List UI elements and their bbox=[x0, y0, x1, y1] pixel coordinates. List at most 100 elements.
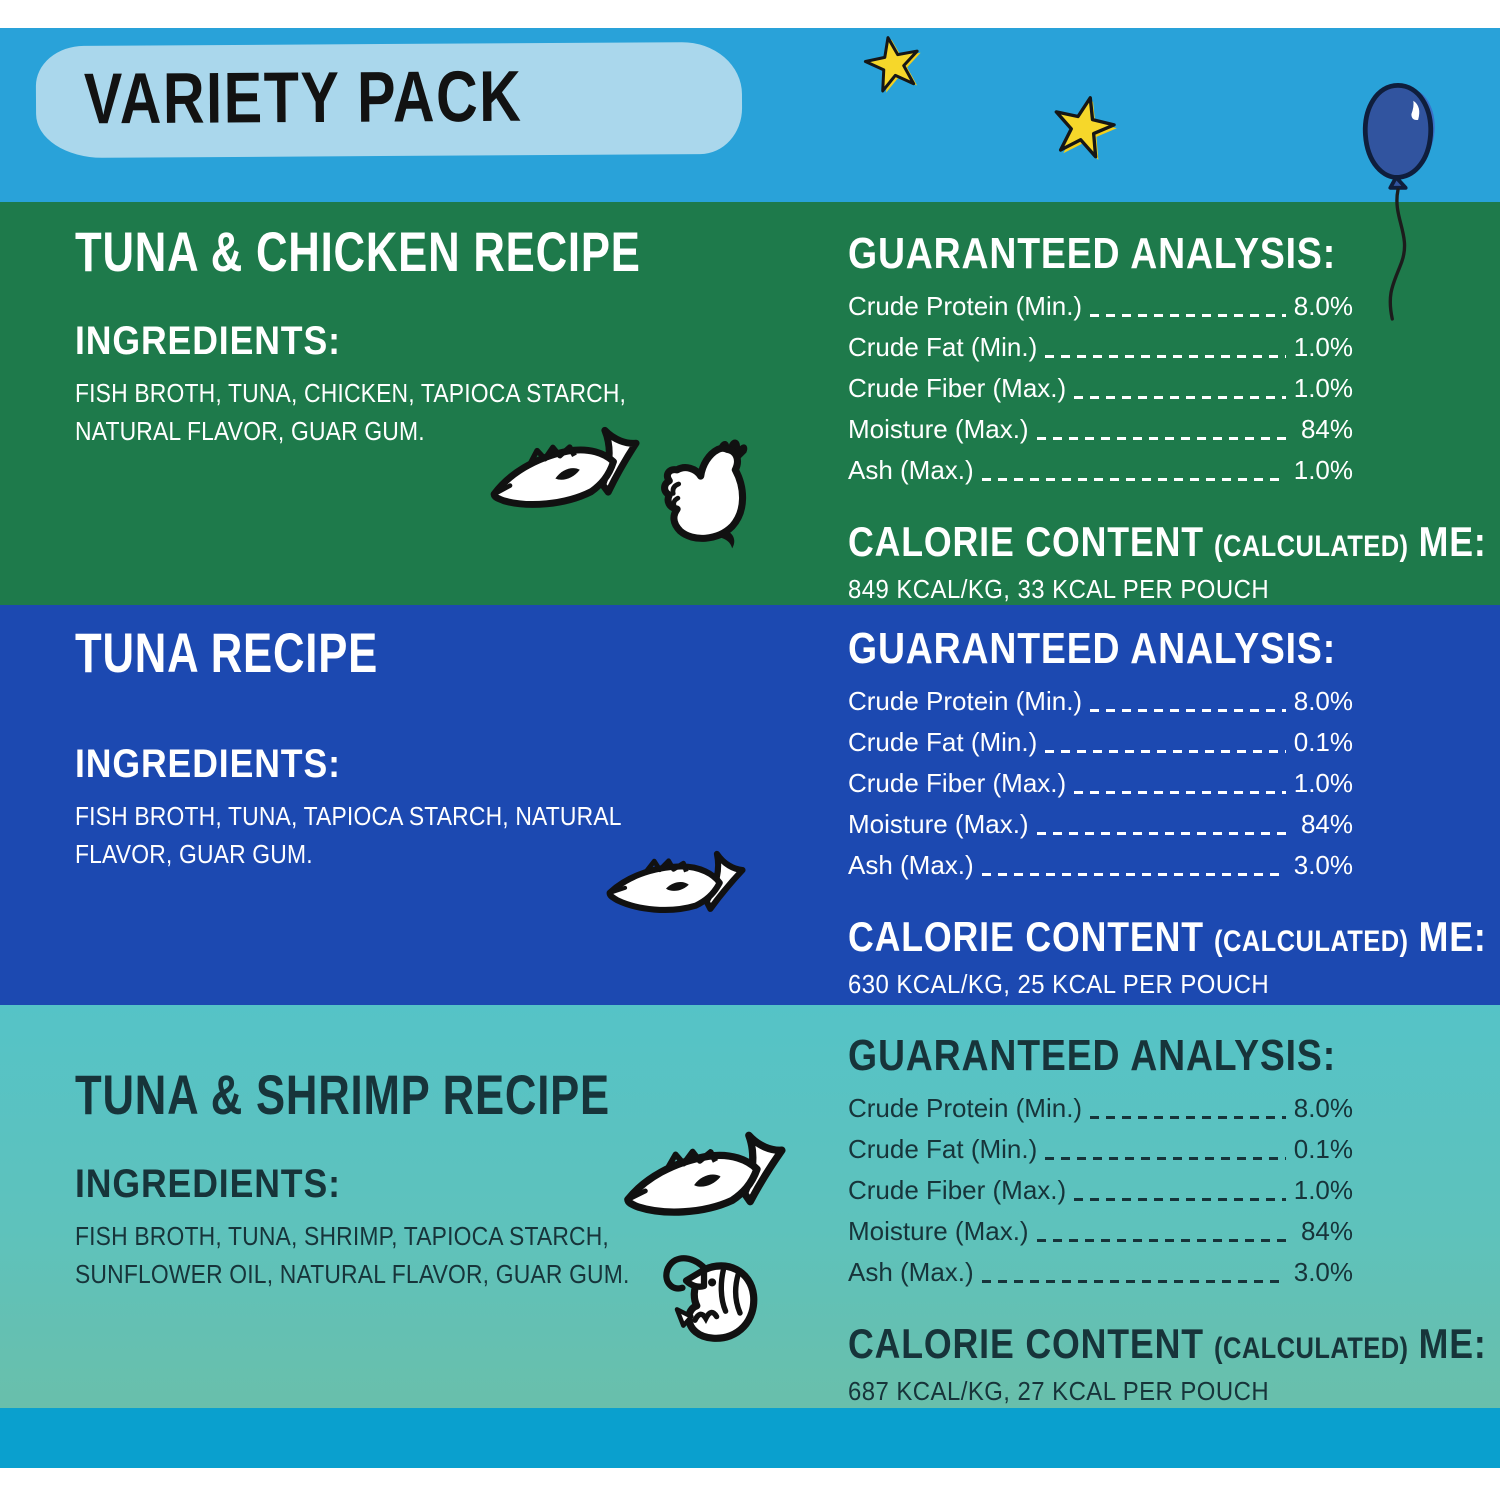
analysis-label: Crude Fat (Min.) bbox=[848, 727, 1038, 757]
analysis-table: Crude Protein (Min.) 8.0% Crude Fat (Min… bbox=[848, 291, 1353, 496]
analysis-label: Crude Fiber (Max.) bbox=[848, 768, 1067, 798]
recipe-title: TUNA & SHRIMP RECIPE bbox=[75, 1063, 610, 1126]
recipe-section-tuna: TUNA RECIPE INGREDIENTS: FISH BROTH, TUN… bbox=[0, 605, 1500, 1005]
ingredients-text: FISH BROTH, TUNA, CHICKEN, TAPIOCA STARC… bbox=[75, 378, 627, 446]
analysis-value: 3.0% bbox=[1293, 850, 1353, 880]
analysis-value: 0.1% bbox=[1293, 727, 1353, 757]
header-band: VARIETY PACK bbox=[0, 28, 1500, 202]
recipe-section-tuna-chicken: TUNA & CHICKEN RECIPE INGREDIENTS: FISH … bbox=[0, 202, 1500, 605]
calorie-me-text: ME: bbox=[1418, 913, 1487, 960]
footer-band bbox=[0, 1408, 1500, 1468]
dotted-leader bbox=[1074, 791, 1286, 794]
calorie-value: 849 KCAL/KG, 33 KCAL PER POUCH bbox=[848, 574, 1270, 604]
analysis-value: 1.0% bbox=[1293, 373, 1353, 403]
analysis-row: Crude Protein (Min.) 8.0% bbox=[848, 1093, 1353, 1134]
dotted-leader bbox=[1036, 1239, 1293, 1242]
calorie-content: CALORIE CONTENT (CALCULATED) ME: 687 KCA… bbox=[848, 1320, 1486, 1407]
calorie-value: 687 KCAL/KG, 27 KCAL PER POUCH bbox=[848, 1376, 1270, 1406]
dotted-leader bbox=[1090, 314, 1286, 317]
ingredients-label: INGREDIENTS: bbox=[75, 319, 341, 363]
recipe-left-column: TUNA & CHICKEN RECIPE INGREDIENTS: FISH … bbox=[75, 220, 765, 450]
calorie-me-text: ME: bbox=[1418, 518, 1487, 565]
ingredients-label: INGREDIENTS: bbox=[75, 742, 341, 786]
tuna-fish-icon bbox=[603, 832, 760, 946]
analysis-row: Crude Fiber (Max.) 1.0% bbox=[848, 373, 1353, 414]
dotted-leader bbox=[1045, 355, 1286, 358]
ingredients-label: INGREDIENTS: bbox=[75, 1162, 341, 1206]
guaranteed-analysis-title: GUARANTEED ANALYSIS: bbox=[848, 624, 1337, 673]
dotted-leader bbox=[1090, 709, 1286, 712]
balloon-icon bbox=[1350, 72, 1446, 340]
analysis-label: Ash (Max.) bbox=[848, 1257, 974, 1287]
tuna-fish-icon bbox=[618, 1115, 806, 1251]
analysis-label: Crude Fiber (Max.) bbox=[848, 1175, 1067, 1205]
dotted-leader bbox=[1036, 437, 1293, 440]
dotted-leader bbox=[1074, 396, 1286, 399]
dotted-leader bbox=[1074, 1198, 1286, 1201]
dotted-leader bbox=[1090, 1116, 1286, 1119]
guaranteed-analysis-title: GUARANTEED ANALYSIS: bbox=[848, 1031, 1337, 1080]
analysis-value: 8.0% bbox=[1293, 686, 1353, 716]
calorie-note-text: (CALCULATED) bbox=[1214, 1332, 1409, 1365]
analysis-row: Crude Protein (Min.) 8.0% bbox=[848, 686, 1353, 727]
calorie-title-text: CALORIE CONTENT bbox=[848, 1320, 1204, 1367]
analysis-value: 3.0% bbox=[1293, 1257, 1353, 1287]
analysis-value: 1.0% bbox=[1293, 768, 1353, 798]
analysis-label: Ash (Max.) bbox=[848, 455, 974, 485]
analysis-value: 84% bbox=[1300, 414, 1353, 444]
calorie-content: CALORIE CONTENT (CALCULATED) ME: 849 KCA… bbox=[848, 518, 1486, 605]
analysis-row: Moisture (Max.) 84% bbox=[848, 1216, 1353, 1257]
analysis-label: Crude Fat (Min.) bbox=[848, 1134, 1038, 1164]
analysis-value: 84% bbox=[1300, 809, 1353, 839]
recipe-title: TUNA RECIPE bbox=[75, 621, 379, 684]
calorie-content-title: CALORIE CONTENT (CALCULATED) ME: bbox=[848, 913, 1486, 961]
analysis-label: Crude Fiber (Max.) bbox=[848, 373, 1067, 403]
star-icon bbox=[856, 26, 934, 104]
analysis-row: Crude Fat (Min.) 1.0% bbox=[848, 332, 1353, 373]
analysis-label: Moisture (Max.) bbox=[848, 1216, 1029, 1246]
recipe-title: TUNA & CHICKEN RECIPE bbox=[75, 220, 641, 283]
dotted-leader bbox=[1045, 1157, 1286, 1160]
dotted-leader bbox=[981, 1280, 1286, 1283]
ingredients-text: FISH BROTH, TUNA, SHRIMP, TAPIOCA STARCH… bbox=[75, 1221, 630, 1289]
calorie-note-text: (CALCULATED) bbox=[1214, 530, 1409, 563]
calorie-content-title: CALORIE CONTENT (CALCULATED) ME: bbox=[848, 518, 1486, 566]
analysis-row: Crude Fat (Min.) 0.1% bbox=[848, 727, 1353, 768]
analysis-row: Moisture (Max.) 84% bbox=[848, 809, 1353, 850]
chicken-icon bbox=[652, 432, 762, 558]
calorie-value: 630 KCAL/KG, 25 KCAL PER POUCH bbox=[848, 969, 1270, 999]
recipe-right-column: GUARANTEED ANALYSIS: Crude Protein (Min.… bbox=[848, 1030, 1486, 1407]
analysis-row: Ash (Max.) 3.0% bbox=[848, 1257, 1353, 1298]
calorie-title-text: CALORIE CONTENT bbox=[848, 518, 1204, 565]
analysis-value: 0.1% bbox=[1293, 1134, 1353, 1164]
analysis-table: Crude Protein (Min.) 8.0% Crude Fat (Min… bbox=[848, 1093, 1353, 1298]
analysis-value: 8.0% bbox=[1293, 291, 1353, 321]
analysis-label: Moisture (Max.) bbox=[848, 809, 1029, 839]
analysis-row: Ash (Max.) 3.0% bbox=[848, 850, 1353, 891]
analysis-row: Crude Fiber (Max.) 1.0% bbox=[848, 1175, 1353, 1216]
recipe-right-column: GUARANTEED ANALYSIS: Crude Protein (Min.… bbox=[848, 623, 1486, 1000]
analysis-value: 84% bbox=[1300, 1216, 1353, 1246]
shrimp-icon bbox=[658, 1241, 786, 1367]
analysis-row: Moisture (Max.) 84% bbox=[848, 414, 1353, 455]
guaranteed-analysis-title: GUARANTEED ANALYSIS: bbox=[848, 229, 1337, 278]
analysis-value: 1.0% bbox=[1293, 332, 1353, 362]
dotted-leader bbox=[981, 478, 1286, 481]
analysis-label: Crude Protein (Min.) bbox=[848, 291, 1083, 321]
calorie-title-text: CALORIE CONTENT bbox=[848, 913, 1204, 960]
page-title: VARIETY PACK bbox=[83, 56, 523, 140]
calorie-me-text: ME: bbox=[1418, 1320, 1487, 1367]
analysis-row: Crude Fat (Min.) 0.1% bbox=[848, 1134, 1353, 1175]
analysis-value: 1.0% bbox=[1293, 455, 1353, 485]
dotted-leader bbox=[1045, 750, 1286, 753]
analysis-value: 1.0% bbox=[1293, 1175, 1353, 1205]
analysis-value: 8.0% bbox=[1293, 1093, 1353, 1123]
calorie-note-text: (CALCULATED) bbox=[1214, 925, 1409, 958]
analysis-table: Crude Protein (Min.) 8.0% Crude Fat (Min… bbox=[848, 686, 1353, 891]
recipe-left-column: TUNA RECIPE INGREDIENTS: FISH BROTH, TUN… bbox=[75, 621, 765, 873]
analysis-label: Ash (Max.) bbox=[848, 850, 974, 880]
analysis-label: Moisture (Max.) bbox=[848, 414, 1029, 444]
variety-pack-banner: VARIETY PACK bbox=[35, 41, 743, 159]
analysis-label: Crude Fat (Min.) bbox=[848, 332, 1038, 362]
dotted-leader bbox=[1036, 832, 1293, 835]
